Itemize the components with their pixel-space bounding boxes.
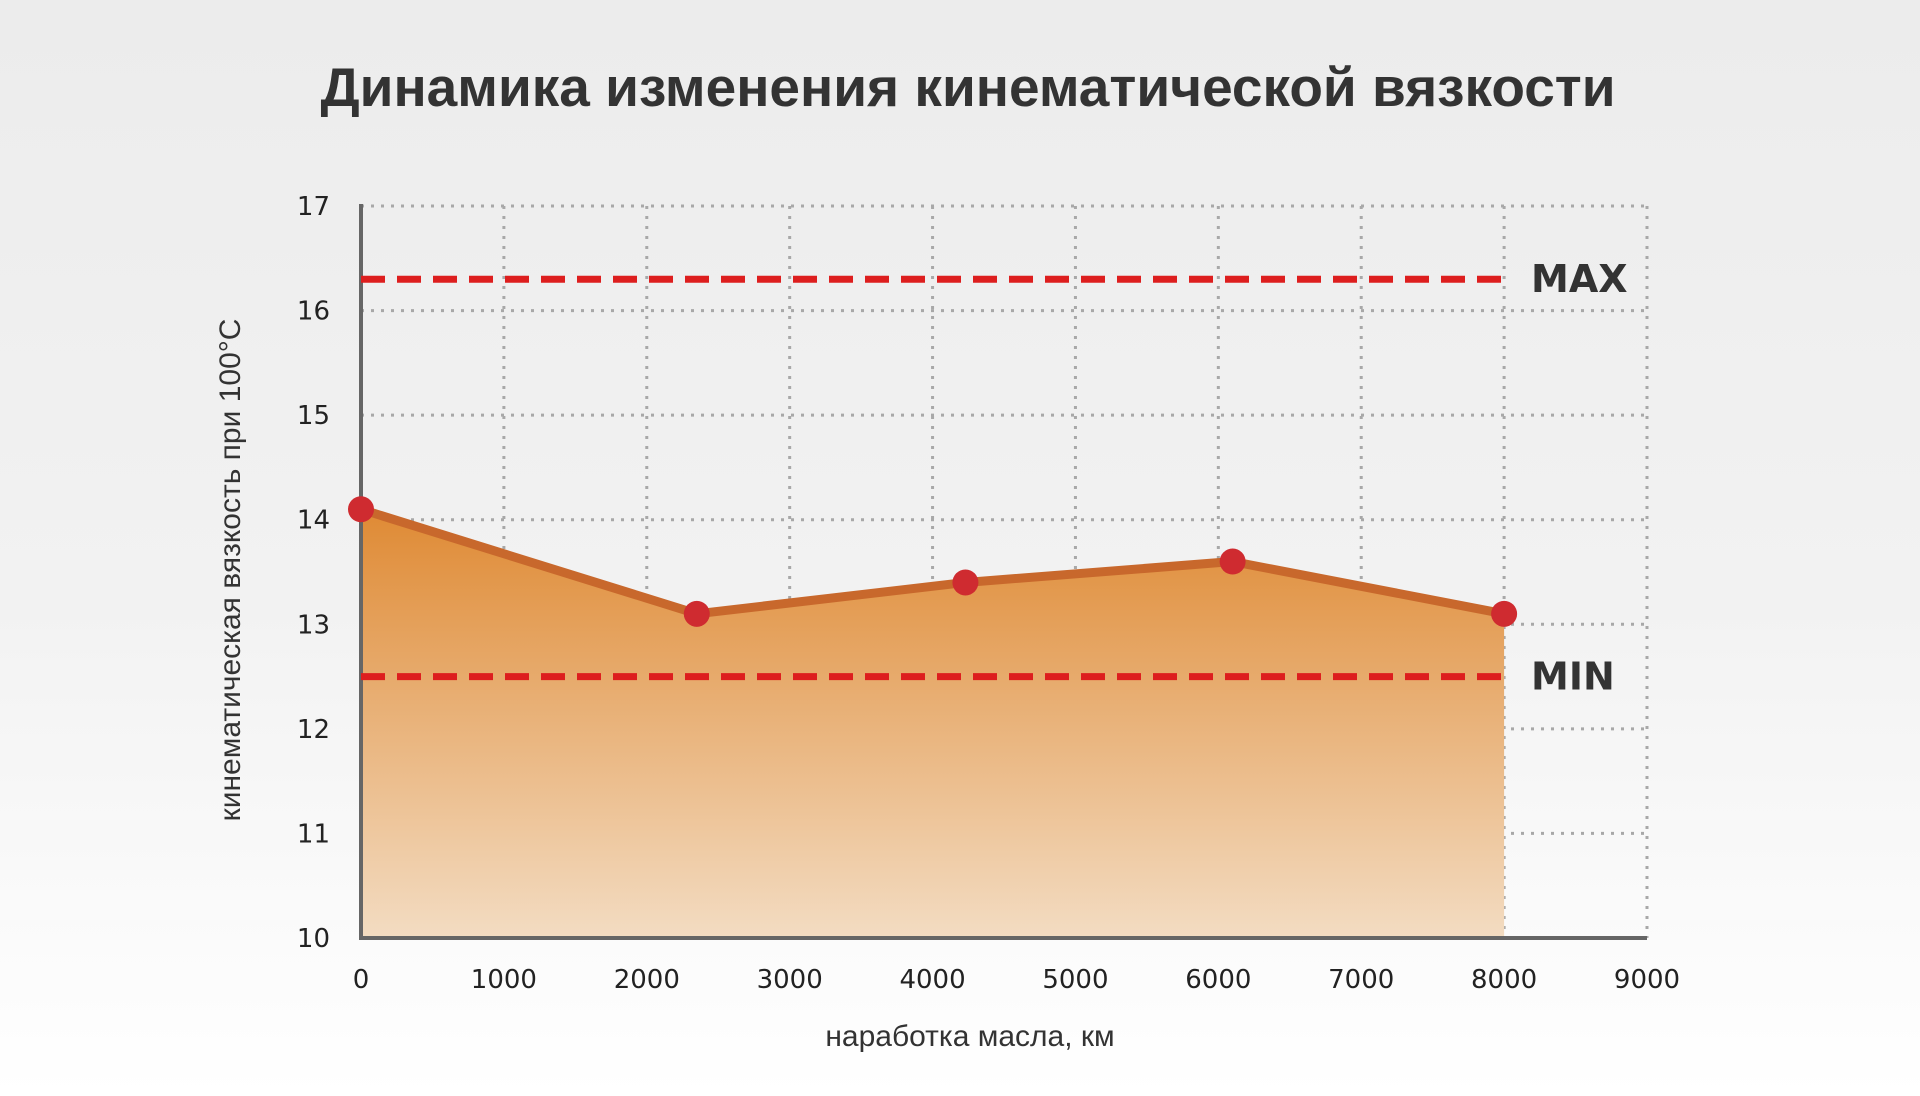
y-tick-label: 12 — [297, 715, 330, 745]
limit-label-max: MAX — [1531, 257, 1628, 301]
area-layer — [356, 504, 1509, 938]
limit-label-min: MIN — [1531, 655, 1615, 699]
x-tick-label: 5000 — [1042, 965, 1108, 995]
x-tick-label: 4000 — [899, 965, 965, 995]
y-tick-label: 10 — [297, 924, 330, 954]
data-point — [952, 569, 979, 596]
x-tick-label: 6000 — [1185, 965, 1251, 995]
x-tick-label: 2000 — [614, 965, 680, 995]
x-tick-label: 1000 — [471, 965, 537, 995]
x-tick-label: 3000 — [757, 965, 823, 995]
y-axis-label: кинематическая вязкость при 100°C — [214, 319, 247, 822]
y-tick-labels: 10 11 12 13 14 15 16 17 — [297, 192, 330, 954]
series-area — [361, 509, 1505, 938]
y-tick-label: 14 — [297, 506, 330, 536]
y-tick-label: 13 — [297, 610, 330, 640]
chart-title: Динамика изменения кинематической вязкос… — [320, 56, 1615, 118]
x-tick-label: 8000 — [1471, 965, 1537, 995]
data-point — [348, 496, 374, 523]
data-point — [683, 600, 710, 627]
data-point — [1219, 548, 1246, 575]
y-tick-label: 16 — [297, 297, 330, 327]
y-tick-label: 17 — [297, 192, 330, 222]
limit-lines: MAX MIN — [361, 257, 1628, 699]
data-point — [1491, 600, 1518, 627]
x-tick-label: 0 — [353, 965, 370, 995]
y-tick-label: 15 — [297, 401, 330, 431]
y-tick-label: 11 — [297, 819, 330, 849]
x-tick-labels: 0 1000 2000 3000 4000 5000 6000 7000 8000 9000 — [353, 965, 1680, 995]
axes — [359, 204, 1647, 940]
data-points — [348, 496, 1518, 627]
x-tick-label: 9000 — [1614, 965, 1680, 995]
x-tick-label: 7000 — [1328, 965, 1394, 995]
x-axis-label: наработка масла, км — [825, 1020, 1114, 1053]
